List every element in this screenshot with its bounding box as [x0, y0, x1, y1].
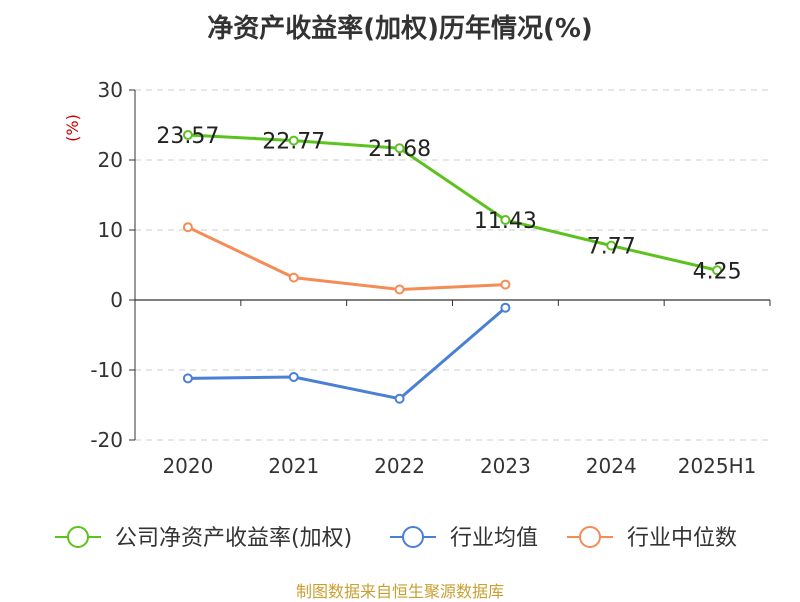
series-point-0 — [606, 240, 617, 251]
grid-lines — [135, 89, 770, 441]
legend-marker-1 — [402, 526, 424, 548]
legend-label-1: 行业均值 — [450, 526, 538, 551]
y-tick-label: 0 — [110, 288, 123, 312]
y-tick-label: 10 — [98, 218, 123, 242]
legend-label-2: 行业中位数 — [627, 526, 737, 551]
x-tick-label: 2024 — [586, 454, 637, 478]
y-tick-label: 30 — [98, 78, 123, 102]
series-line-2 — [187, 225, 506, 291]
x-tick-label: 2020 — [162, 454, 213, 478]
series-point-0 — [500, 214, 511, 225]
series-point-1 — [288, 372, 299, 382]
series-point-2 — [288, 272, 299, 283]
series-point-0 — [182, 130, 193, 141]
x-tick-label: 2023 — [480, 454, 531, 478]
series-point-0 — [288, 135, 299, 146]
chart-title: 净资产收益率(加权)历年情况(%) — [207, 14, 593, 44]
series-point-1 — [182, 373, 193, 384]
series-point-0 — [394, 143, 405, 154]
footer-source: 制图数据来自恒生聚源数据库 — [295, 582, 504, 601]
series-line-1 — [187, 306, 507, 401]
data-labels: 23.57 22.77 21.68 11.43 7.77 4.25 — [156, 124, 741, 284]
legend-label-0: 公司净资产收益率(加权) — [115, 526, 352, 551]
data-label: 23.57 — [156, 124, 219, 149]
y-tick-label: -20 — [90, 428, 123, 452]
x-tick-label: 2021 — [268, 454, 319, 478]
data-label: 4.25 — [693, 259, 742, 284]
legend: 公司净资产收益率(加权) 行业均值 行业中位数 — [55, 526, 737, 551]
series-point-2 — [394, 284, 405, 295]
x-tick-label: 2022 — [374, 454, 425, 478]
legend-marker-2 — [579, 526, 601, 548]
data-label: 7.77 — [587, 235, 636, 260]
series-point-0 — [712, 265, 723, 276]
series-point-1 — [394, 393, 405, 404]
series-lines — [182, 130, 723, 404]
series-point-2 — [500, 279, 511, 290]
data-label: 22.77 — [262, 130, 325, 155]
data-label: 11.43 — [474, 209, 537, 234]
legend-marker-0 — [67, 526, 89, 548]
series-point-1 — [500, 302, 511, 313]
y-tick-label: -10 — [90, 358, 123, 382]
data-label: 21.68 — [368, 137, 431, 162]
x-tick-label: 2025H1 — [678, 454, 757, 478]
axes: 30 20 10 0 -10 -20 2020 2021 2022 2023 2024 2025H1 — [90, 78, 771, 478]
series-line-0 — [187, 133, 718, 272]
y-axis-title: (%) — [63, 114, 82, 142]
series-point-2 — [182, 222, 193, 233]
y-tick-label: 20 — [98, 148, 123, 172]
